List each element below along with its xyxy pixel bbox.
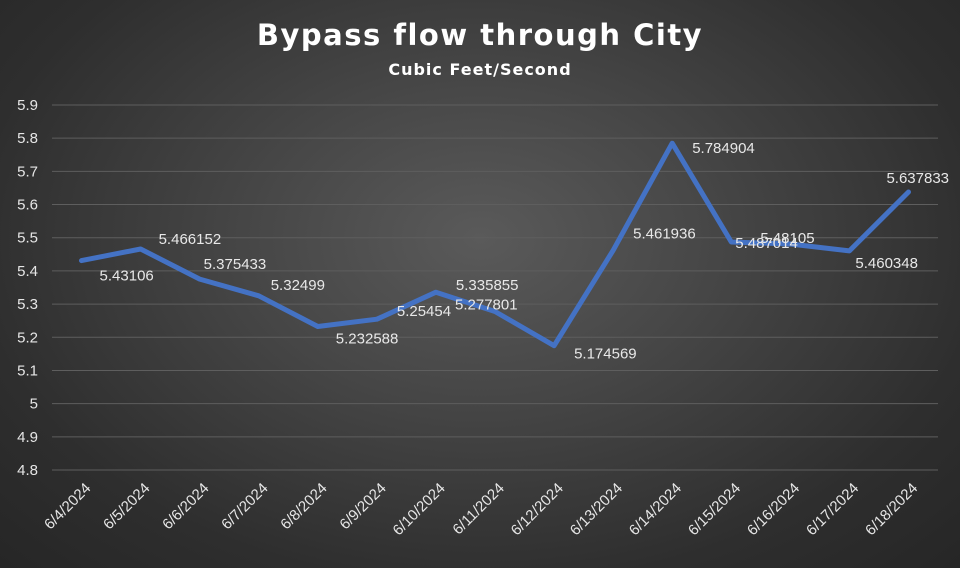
x-tick-label: 6/13/2024 bbox=[567, 480, 626, 539]
y-tick-label: 4.8 bbox=[17, 462, 38, 479]
data-label: 5.32499 bbox=[271, 277, 325, 294]
chart-subtitle: Cubic Feet/Second bbox=[388, 60, 572, 79]
y-tick-label: 5.6 bbox=[17, 197, 38, 214]
x-tick-label: 6/4/2024 bbox=[41, 480, 94, 533]
x-tick-label: 6/6/2024 bbox=[159, 480, 212, 533]
data-label: 5.25454 bbox=[397, 303, 451, 320]
y-tick-label: 5.2 bbox=[17, 329, 38, 346]
x-tick-label: 6/9/2024 bbox=[336, 480, 389, 533]
data-label: 5.637833 bbox=[886, 170, 949, 187]
x-tick-label: 6/18/2024 bbox=[862, 480, 921, 539]
gridlines bbox=[52, 104, 938, 471]
y-tick-label: 5.8 bbox=[17, 130, 38, 147]
data-label: 5.43106 bbox=[100, 268, 154, 285]
series-line bbox=[79, 140, 911, 349]
y-tick-label: 5.1 bbox=[17, 362, 38, 379]
data-label: 5.460348 bbox=[855, 255, 918, 272]
data-label: 5.487014 bbox=[735, 235, 798, 252]
chart-title: Bypass flow through City bbox=[256, 18, 704, 52]
x-tick-label: 6/15/2024 bbox=[685, 480, 744, 539]
x-tick-label: 6/7/2024 bbox=[218, 480, 271, 533]
data-label: 5.48105 bbox=[760, 230, 814, 247]
y-tick-label: 4.9 bbox=[17, 429, 38, 446]
y-tick-label: 5.3 bbox=[17, 296, 38, 313]
data-label: 5.232588 bbox=[336, 330, 399, 347]
y-tick-label: 5 bbox=[30, 396, 38, 413]
data-label: 5.174569 bbox=[574, 346, 637, 363]
y-tick-label: 5.4 bbox=[17, 263, 38, 280]
x-tick-label: 6/16/2024 bbox=[744, 480, 803, 539]
y-axis-tick-labels: 5.9 5.8 5.7 5.6 5.5 5.4 5.3 5.2 5.1 5 4.9 4.8 bbox=[17, 97, 38, 479]
x-tick-label: 6/12/2024 bbox=[508, 480, 567, 539]
data-label: 5.466152 bbox=[159, 231, 222, 248]
x-axis-tick-labels: 6/4/2024 6/5/2024 6/6/2024 6/7/2024 6/8/2024… bbox=[41, 480, 921, 539]
x-tick-label: 6/14/2024 bbox=[626, 480, 685, 539]
data-label: 5.335855 bbox=[456, 277, 519, 294]
x-tick-label: 6/11/2024 bbox=[449, 480, 507, 538]
y-tick-label: 5.5 bbox=[17, 230, 38, 247]
data-label: 5.277801 bbox=[455, 296, 518, 313]
x-tick-label: 6/17/2024 bbox=[803, 480, 862, 539]
data-label: 5.461936 bbox=[633, 225, 696, 242]
data-label: 5.784904 bbox=[692, 140, 755, 157]
x-tick-label: 6/10/2024 bbox=[390, 480, 449, 539]
data-label: 5.375433 bbox=[204, 256, 267, 273]
x-tick-label: 6/8/2024 bbox=[277, 480, 330, 533]
series-group bbox=[79, 140, 911, 349]
x-tick-label: 6/5/2024 bbox=[100, 480, 153, 533]
y-tick-label: 5.7 bbox=[17, 163, 38, 180]
y-tick-label: 5.9 bbox=[17, 97, 38, 114]
